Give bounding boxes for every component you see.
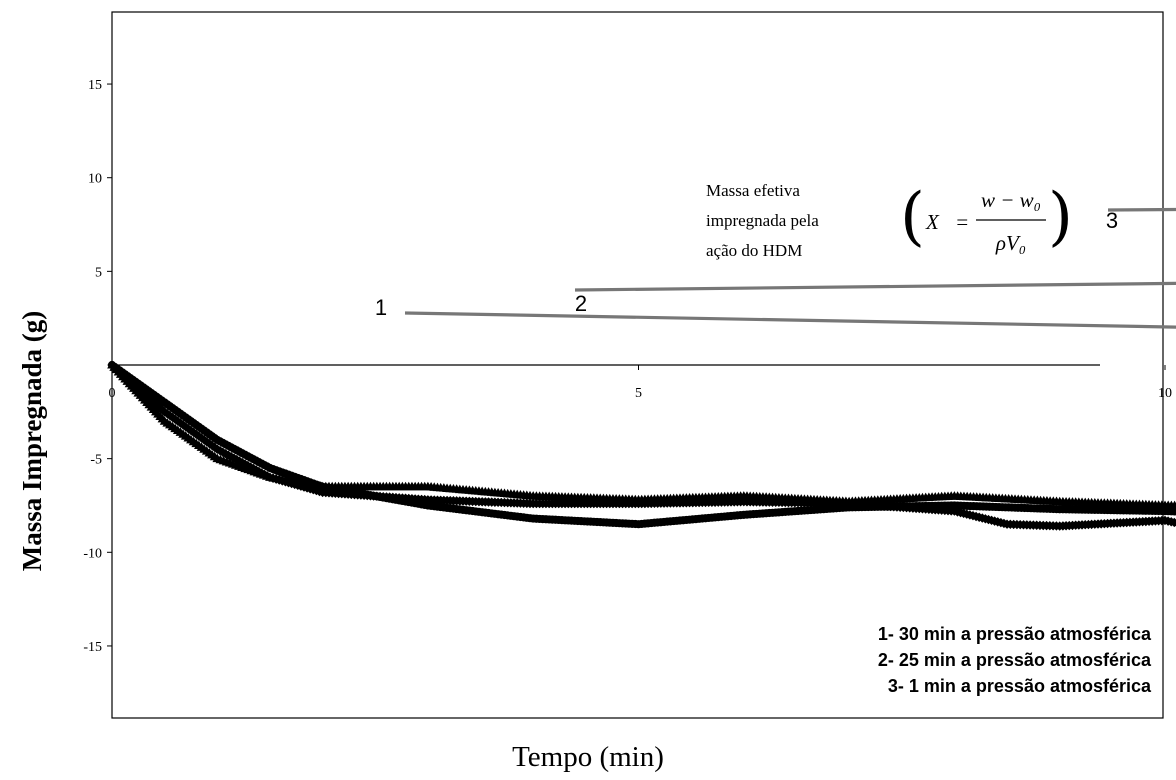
y-tick-label: 10: [88, 172, 102, 187]
axes: 05101520253035404515105-5-10-15: [83, 78, 1172, 655]
formula-lhs: X: [925, 210, 940, 234]
callout-label: 3: [1106, 208, 1118, 233]
y-axis-title: Massa Impregnada (g): [17, 311, 47, 572]
formula-equals: =: [955, 210, 969, 234]
callout-label: 2: [575, 291, 587, 316]
callout-arrow: [404, 311, 1176, 329]
data-series: [107, 359, 1176, 531]
note-line: ação do HDM: [706, 241, 802, 260]
y-tick-label: -15: [83, 640, 102, 655]
legend-entry: 3- 1 min a pressão atmosférica: [888, 676, 1152, 696]
y-tick-label: -5: [90, 453, 102, 468]
x-tick-label: 0: [109, 386, 116, 401]
note-line: impregnada pela: [706, 211, 819, 230]
data-point: [1172, 519, 1176, 527]
y-tick-label: 5: [95, 265, 102, 280]
legend: 1- 30 min a pressão atmosférica 2- 25 mi…: [878, 624, 1152, 696]
formula: ( X = w − w₀ ρV₀ ): [900, 180, 1073, 255]
formula-numerator: w − w₀: [981, 188, 1041, 212]
x-tick-label: 5: [635, 386, 642, 401]
callout-label: 1: [375, 295, 387, 320]
y-tick-label: -10: [83, 546, 102, 561]
x-tick-label: 10: [1158, 386, 1172, 401]
series-circle: [107, 360, 1176, 529]
formula-bracket-left: (: [900, 180, 925, 254]
legend-entry: 1- 30 min a pressão atmosférica: [878, 624, 1152, 644]
y-tick-label: 15: [88, 78, 102, 93]
note-line: Massa efetiva: [706, 181, 800, 200]
legend-entry: 2- 25 min a pressão atmosférica: [878, 650, 1152, 670]
series-triangle: [107, 359, 1176, 510]
annotations: 1 2 3 Massa efetiva impregnada pela ação do H…: [375, 181, 1176, 329]
x-axis-title: Tempo (min): [512, 741, 664, 773]
callout-arrow: [1107, 207, 1176, 212]
callout-arrow: [574, 281, 1176, 292]
